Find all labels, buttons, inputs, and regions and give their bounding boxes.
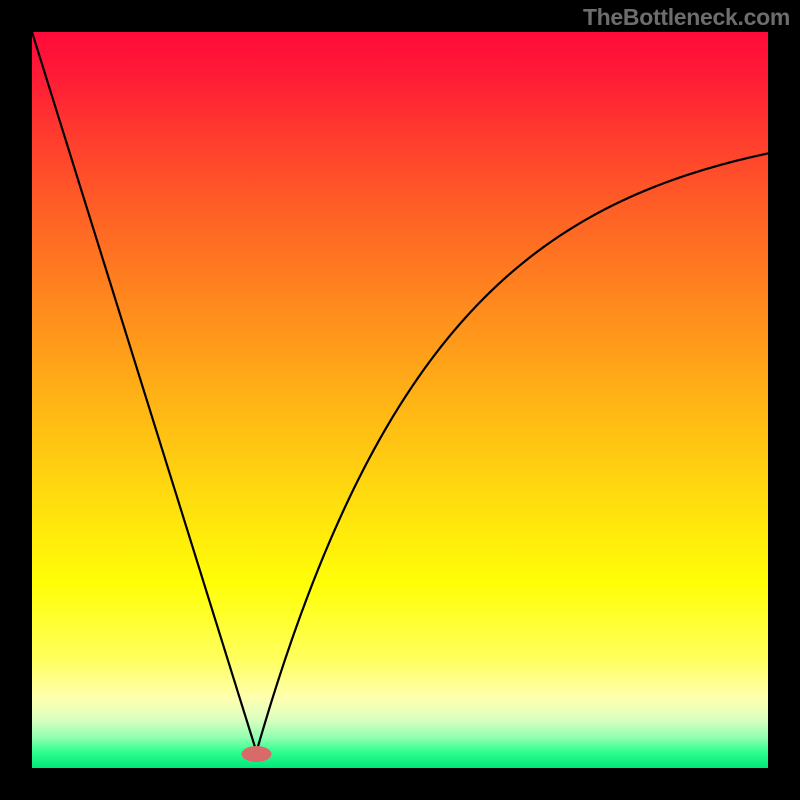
watermark-text: TheBottleneck.com [583,4,790,31]
chart-container: TheBottleneck.com [0,0,800,800]
vertex-marker [241,746,271,762]
bottleneck-chart [0,0,800,800]
